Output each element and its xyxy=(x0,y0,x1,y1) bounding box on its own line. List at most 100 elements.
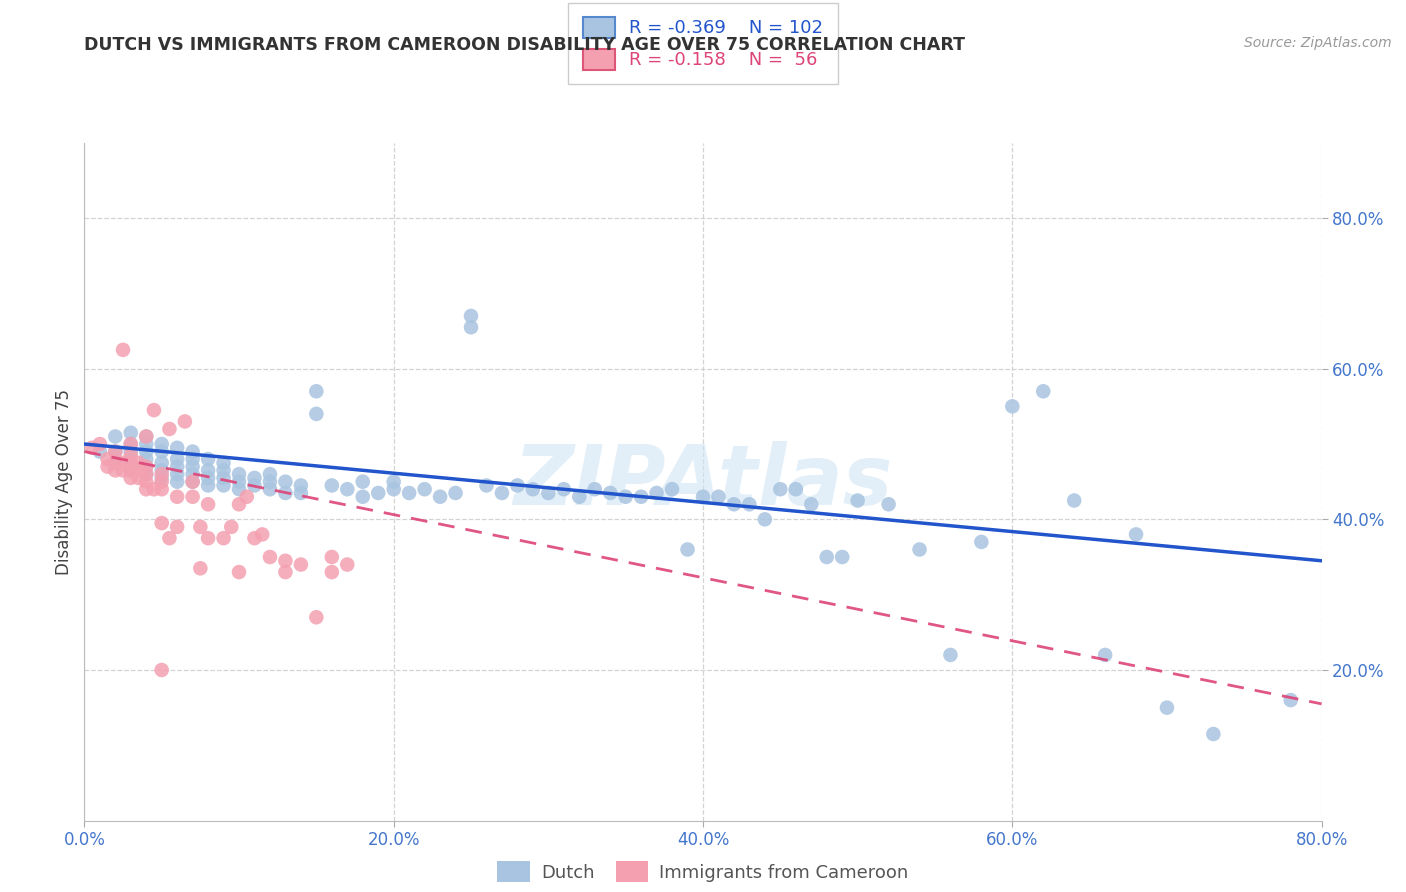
Point xyxy=(800,497,823,511)
Point xyxy=(181,475,204,489)
Point xyxy=(104,463,127,477)
Point xyxy=(197,463,219,477)
Point xyxy=(104,444,127,458)
Point xyxy=(143,403,166,417)
Point xyxy=(228,482,250,496)
Point xyxy=(769,482,792,496)
Point xyxy=(181,467,204,482)
Point xyxy=(259,475,281,489)
Point xyxy=(120,471,142,485)
Point xyxy=(96,459,118,474)
Point xyxy=(135,429,157,443)
Point xyxy=(1001,400,1024,414)
Point xyxy=(150,471,173,485)
Point xyxy=(243,478,266,492)
Point xyxy=(553,482,575,496)
Point xyxy=(96,452,118,467)
Point xyxy=(1063,493,1085,508)
Point xyxy=(150,444,173,458)
Point xyxy=(754,512,776,526)
Point xyxy=(367,486,389,500)
Point xyxy=(127,471,149,485)
Point xyxy=(259,482,281,496)
Point xyxy=(181,444,204,458)
Point xyxy=(112,456,135,470)
Point xyxy=(831,549,853,564)
Point xyxy=(522,482,544,496)
Point xyxy=(274,565,297,579)
Point xyxy=(188,520,211,534)
Point xyxy=(1094,648,1116,662)
Point xyxy=(166,452,188,467)
Point xyxy=(159,422,180,436)
Point xyxy=(104,429,127,443)
Point xyxy=(166,520,188,534)
Point xyxy=(250,527,273,541)
Point xyxy=(321,565,343,579)
Point xyxy=(274,475,297,489)
Point xyxy=(661,482,683,496)
Point xyxy=(82,441,104,455)
Point xyxy=(398,486,420,500)
Point xyxy=(460,309,482,323)
Point xyxy=(815,549,838,564)
Point xyxy=(305,384,328,399)
Point xyxy=(352,475,374,489)
Point xyxy=(135,467,157,482)
Point xyxy=(166,475,188,489)
Point xyxy=(274,554,297,568)
Point xyxy=(382,475,405,489)
Y-axis label: Disability Age Over 75: Disability Age Over 75 xyxy=(55,389,73,574)
Point xyxy=(970,535,993,549)
Point xyxy=(197,531,219,545)
Point xyxy=(723,497,745,511)
Point xyxy=(135,437,157,451)
Point xyxy=(174,414,197,428)
Point xyxy=(290,478,312,492)
Point xyxy=(692,490,714,504)
Point xyxy=(785,482,807,496)
Point xyxy=(290,558,312,572)
Point xyxy=(491,486,513,500)
Point xyxy=(1279,693,1302,707)
Point xyxy=(235,490,259,504)
Point xyxy=(120,463,142,477)
Point xyxy=(568,490,591,504)
Point xyxy=(212,456,235,470)
Point xyxy=(846,493,869,508)
Point xyxy=(135,429,157,443)
Point xyxy=(120,463,142,477)
Point xyxy=(259,549,281,564)
Point xyxy=(135,452,157,467)
Point xyxy=(181,475,204,489)
Point xyxy=(159,531,180,545)
Point xyxy=(143,482,166,496)
Legend: Dutch, Immigrants from Cameroon: Dutch, Immigrants from Cameroon xyxy=(491,855,915,889)
Point xyxy=(413,482,436,496)
Point xyxy=(104,456,127,470)
Point xyxy=(336,482,359,496)
Point xyxy=(104,444,127,458)
Point xyxy=(150,663,173,677)
Point xyxy=(150,467,173,482)
Text: ZIPAtlas: ZIPAtlas xyxy=(513,442,893,522)
Point xyxy=(228,475,250,489)
Point xyxy=(89,444,111,458)
Point xyxy=(908,542,931,557)
Point xyxy=(135,459,157,474)
Point xyxy=(1125,527,1147,541)
Point xyxy=(1202,727,1225,741)
Point xyxy=(212,531,235,545)
Point xyxy=(614,490,637,504)
Point xyxy=(197,471,219,485)
Point xyxy=(112,463,135,477)
Point xyxy=(150,463,173,477)
Point xyxy=(89,437,111,451)
Point xyxy=(583,482,606,496)
Point xyxy=(707,490,730,504)
Point xyxy=(305,610,328,624)
Point xyxy=(537,486,560,500)
Point xyxy=(352,490,374,504)
Point xyxy=(212,463,235,477)
Point xyxy=(212,471,235,485)
